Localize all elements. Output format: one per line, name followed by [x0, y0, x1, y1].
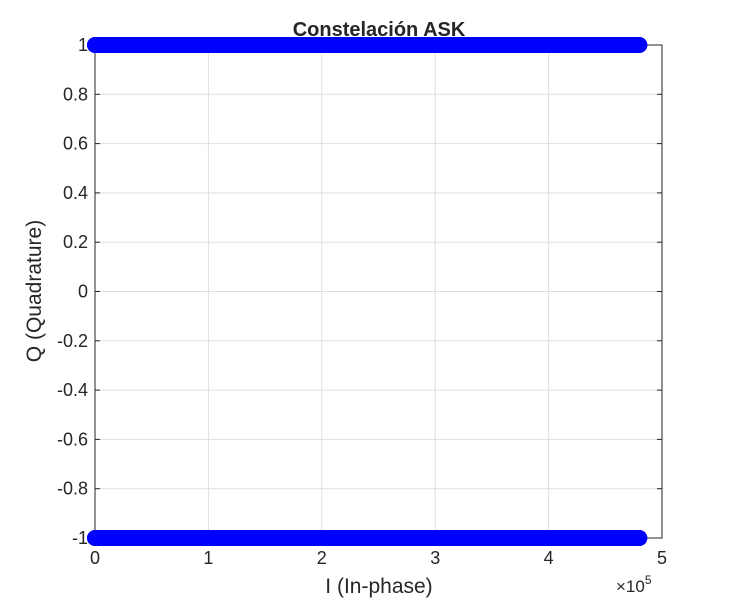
x-axis-multiplier-exponent: 5 [645, 573, 652, 587]
y-tick-label: 0.8 [63, 84, 88, 104]
data-point [631, 530, 648, 546]
y-tick-label: 0.2 [63, 232, 88, 252]
y-tick-label: -1 [72, 528, 88, 548]
x-tick-label: 0 [90, 548, 100, 568]
chart-title: Constelación ASK [293, 19, 466, 41]
y-tick-label: -0.2 [57, 331, 88, 351]
x-tick-label: 3 [430, 548, 440, 568]
grid-layer [94, 44, 663, 539]
y-tick-label: 0.6 [63, 134, 88, 154]
x-tick-label: 2 [317, 548, 327, 568]
x-axis-multiplier-base: ×10 [616, 577, 645, 596]
y-tick-label: -0.6 [57, 429, 88, 449]
x-tick-label: 4 [544, 548, 554, 568]
y-tick-label: 1 [78, 35, 88, 55]
x-axis-label: I (In-phase) [325, 575, 432, 598]
data-layer [87, 37, 648, 546]
y-tick-labels: 1 0.8 0.6 0.4 0.2 0 -0.2 -0.4 -0.6 -0.8 -1 [57, 35, 88, 548]
x-tick-labels: 0 1 2 3 4 5 [90, 548, 667, 568]
y-tick-label: 0 [78, 282, 88, 302]
y-tick-label: -0.8 [57, 479, 88, 499]
x-tick-label: 1 [203, 548, 213, 568]
y-tick-label: 0.4 [63, 183, 88, 203]
y-axis-label: Q (Quadrature) [23, 220, 46, 362]
x-axis-multiplier: ×105 [616, 573, 652, 596]
data-point [631, 37, 648, 53]
y-tick-label: -0.4 [57, 380, 88, 400]
x-tick-label: 5 [657, 548, 667, 568]
